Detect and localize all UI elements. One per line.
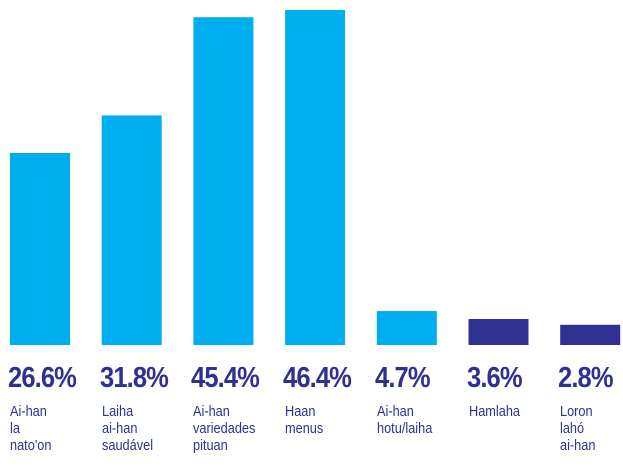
bar bbox=[468, 319, 529, 345]
bar bbox=[101, 115, 162, 345]
category-label: Haan menus bbox=[285, 403, 324, 437]
bar bbox=[376, 311, 437, 345]
category-label: Ai-han variedades pituan bbox=[193, 403, 256, 454]
bar bbox=[560, 324, 621, 345]
value-label: 3.6% bbox=[466, 362, 523, 394]
value-label: 4.7% bbox=[374, 362, 431, 394]
bar bbox=[10, 152, 70, 345]
value-label: 31.8% bbox=[99, 362, 169, 394]
category-label: Laiha ai-han saudável bbox=[101, 403, 153, 454]
category-label: Ai-han la nato'on bbox=[10, 403, 52, 454]
category-label: Ai-han hotu/laiha bbox=[376, 403, 433, 437]
value-label: 2.8% bbox=[558, 362, 614, 394]
value-label: 26.6% bbox=[8, 362, 77, 394]
category-label: Hamlaha bbox=[468, 403, 520, 420]
bar bbox=[285, 10, 346, 345]
bar bbox=[193, 17, 254, 346]
value-label: 46.4% bbox=[283, 362, 352, 394]
category-label: Loron lahó ai-han bbox=[560, 403, 596, 454]
value-label: 45.4% bbox=[191, 362, 260, 394]
